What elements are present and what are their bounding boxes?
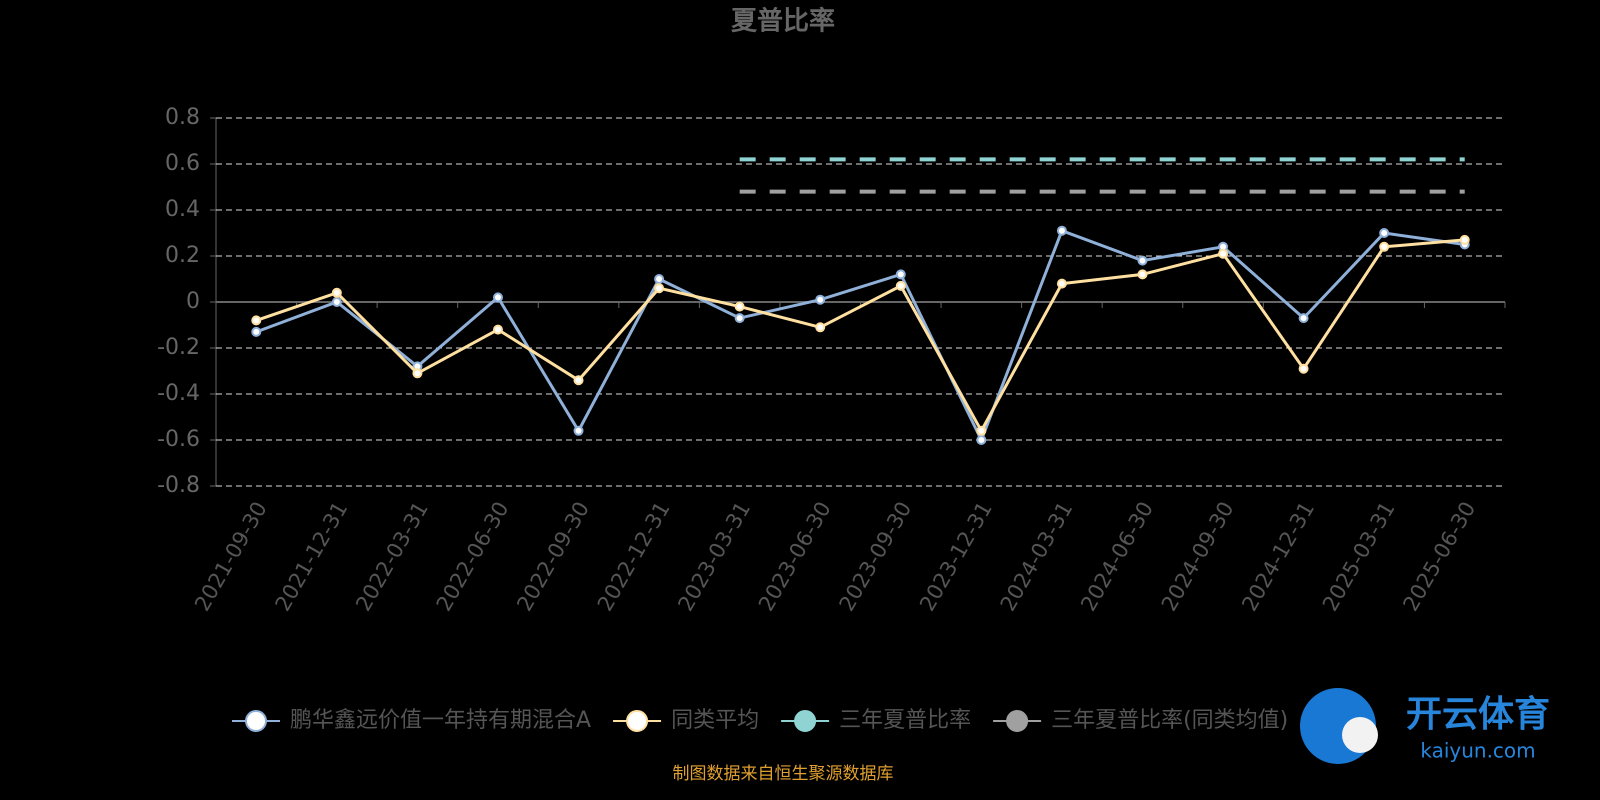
data-point (1298, 363, 1309, 374)
data-point (1379, 228, 1390, 238)
legend-item[interactable]: 三年夏普比率 (781, 708, 971, 733)
data-point (251, 326, 262, 337)
data-point (734, 313, 745, 324)
x-tick-label: 2021-09-30 (190, 498, 272, 616)
x-tick-label: 2022-03-31 (351, 498, 433, 616)
legend-label: 三年夏普比率 (839, 708, 971, 733)
x-tick-label: 2025-03-31 (1318, 498, 1400, 616)
y-tick-label: -0.4 (157, 381, 200, 406)
watermark-name: 开云体育 (1406, 694, 1550, 735)
data-point (492, 292, 503, 303)
data-point (1137, 255, 1148, 266)
x-tick-label: 2025-06-30 (1398, 498, 1480, 616)
x-tick-label: 2024-06-30 (1076, 498, 1158, 616)
y-tick-label: -0.8 (157, 473, 200, 498)
series-line (255, 228, 1465, 444)
data-point (331, 287, 342, 298)
watermark-url: kaiyun.com (1420, 739, 1535, 763)
legend-marker (245, 710, 267, 732)
data-point (976, 435, 987, 445)
legend-item[interactable]: 鹏华鑫远价值一年持有期混合A (232, 708, 591, 733)
data-point (492, 324, 503, 335)
data-point (1056, 225, 1067, 236)
x-tick-label: 2023-12-31 (915, 498, 997, 616)
data-point (412, 368, 423, 379)
chart-title: 夏普比率 (731, 6, 835, 37)
data-point (1379, 241, 1390, 252)
data-point (815, 322, 826, 333)
y-tick-label: 0.8 (165, 105, 200, 130)
data-point (654, 274, 665, 284)
x-tick-label: 2024-09-30 (1157, 498, 1239, 616)
data-point (654, 283, 665, 294)
watermark: 开云体育 kaiyun.com (1300, 688, 1550, 764)
data-point (1056, 278, 1067, 289)
legend-marker (1006, 710, 1029, 732)
data-point (976, 425, 987, 436)
data-point (1459, 234, 1470, 245)
data-point (1298, 313, 1309, 324)
data-point (331, 297, 342, 307)
data-point (895, 280, 906, 291)
data-point (573, 375, 584, 386)
series-line (255, 238, 1465, 434)
x-tick-label: 2024-03-31 (996, 498, 1078, 616)
x-tick-label: 2024-12-31 (1237, 498, 1319, 616)
legend-item[interactable]: 三年夏普比率(同类均值) (993, 708, 1288, 733)
y-tick-label: -0.2 (157, 335, 200, 360)
data-point (251, 315, 262, 326)
data-point (1137, 269, 1148, 280)
x-tick-label: 2023-06-30 (754, 498, 836, 616)
data-point (573, 425, 584, 436)
legend-label: 鹏华鑫远价值一年持有期混合A (290, 708, 591, 733)
x-tick-label: 2023-09-30 (834, 498, 916, 616)
source-note: 制图数据来自恒生聚源数据库 (673, 764, 894, 784)
legend-marker (626, 710, 649, 732)
watermark-ball (1342, 717, 1378, 753)
x-tick-label: 2022-06-30 (432, 498, 514, 616)
legend-label: 同类平均 (671, 708, 759, 733)
data-point (734, 301, 745, 312)
data-point (815, 294, 826, 305)
legend-label: 三年夏普比率(同类均值) (1051, 708, 1288, 733)
y-tick-label: 0.6 (165, 151, 200, 176)
y-tick-label: -0.6 (157, 427, 200, 452)
legend-marker (794, 710, 817, 732)
data-point (895, 269, 906, 280)
x-tick-label: 2023-03-31 (673, 498, 755, 616)
data-point (1218, 248, 1229, 259)
x-tick-label: 2022-09-30 (512, 498, 594, 616)
y-tick-label: 0.4 (165, 197, 200, 222)
y-tick-label: 0.2 (165, 243, 200, 268)
y-tick-label: 0 (186, 289, 200, 314)
x-tick-label: 2022-12-31 (593, 498, 675, 616)
x-tick-label: 2021-12-31 (271, 498, 353, 616)
legend-item[interactable]: 同类平均 (613, 708, 759, 733)
